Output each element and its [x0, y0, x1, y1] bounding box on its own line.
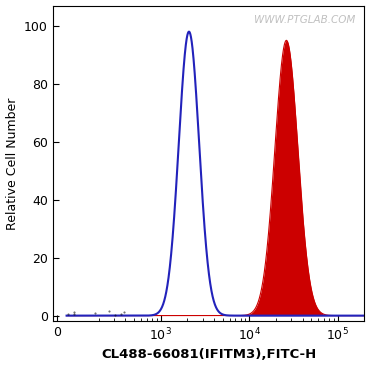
- X-axis label: CL488-66081(IFITM3),FITC-H: CL488-66081(IFITM3),FITC-H: [101, 348, 316, 361]
- Text: WWW.PTGLAB.COM: WWW.PTGLAB.COM: [254, 15, 355, 25]
- Y-axis label: Relative Cell Number: Relative Cell Number: [6, 97, 18, 230]
